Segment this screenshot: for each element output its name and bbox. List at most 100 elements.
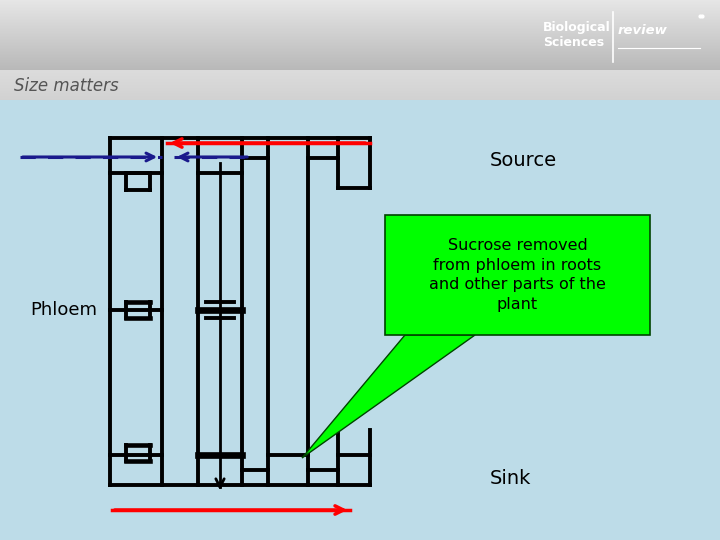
Bar bbox=[0, 12, 720, 13]
Bar bbox=[0, 7, 720, 8]
Bar bbox=[0, 44, 720, 45]
Bar bbox=[0, 9, 720, 10]
Bar bbox=[0, 64, 720, 65]
Bar bbox=[0, 37, 720, 38]
Bar bbox=[0, 61, 720, 62]
Bar bbox=[0, 49, 720, 50]
Bar bbox=[0, 93, 720, 94]
Bar bbox=[0, 24, 720, 25]
Bar bbox=[0, 8, 720, 9]
Bar bbox=[0, 89, 720, 90]
Bar bbox=[0, 98, 720, 99]
Bar bbox=[0, 30, 720, 31]
Bar bbox=[0, 6, 720, 7]
Bar bbox=[0, 58, 720, 59]
Bar bbox=[0, 91, 720, 92]
Text: review: review bbox=[618, 24, 668, 37]
Bar bbox=[0, 59, 720, 60]
Bar bbox=[0, 53, 720, 54]
Bar bbox=[0, 43, 720, 44]
Bar bbox=[0, 3, 720, 4]
Text: Source: Source bbox=[490, 151, 557, 170]
Bar bbox=[0, 14, 720, 15]
Bar bbox=[0, 50, 720, 51]
Bar bbox=[0, 36, 720, 37]
Bar bbox=[0, 82, 720, 83]
Bar bbox=[0, 70, 720, 71]
Bar bbox=[0, 27, 720, 28]
Bar bbox=[0, 55, 720, 56]
Bar bbox=[0, 57, 720, 58]
Bar bbox=[0, 63, 720, 64]
Bar bbox=[0, 94, 720, 95]
Bar bbox=[0, 33, 720, 34]
Bar bbox=[0, 66, 720, 67]
Text: Sink: Sink bbox=[490, 469, 531, 488]
Bar bbox=[0, 34, 720, 35]
Bar bbox=[0, 76, 720, 77]
Bar bbox=[0, 41, 720, 42]
Bar bbox=[0, 22, 720, 23]
Bar bbox=[0, 17, 720, 18]
Bar bbox=[0, 48, 720, 49]
Bar bbox=[0, 83, 720, 84]
Bar bbox=[0, 81, 720, 82]
Bar bbox=[0, 18, 720, 19]
Bar bbox=[0, 26, 720, 27]
Bar bbox=[0, 88, 720, 89]
Bar bbox=[0, 95, 720, 96]
Bar bbox=[0, 11, 720, 12]
Bar bbox=[0, 84, 720, 85]
Bar bbox=[0, 69, 720, 70]
Bar bbox=[0, 97, 720, 98]
Bar bbox=[0, 13, 720, 14]
Bar bbox=[0, 23, 720, 24]
Bar bbox=[0, 47, 720, 48]
Text: Size matters: Size matters bbox=[14, 77, 119, 95]
Bar bbox=[0, 42, 720, 43]
Bar bbox=[0, 71, 720, 72]
Bar bbox=[0, 74, 720, 75]
Bar bbox=[0, 75, 720, 76]
Bar bbox=[0, 52, 720, 53]
Bar bbox=[0, 1, 720, 2]
Bar bbox=[0, 29, 720, 30]
Bar bbox=[0, 31, 720, 32]
Bar bbox=[0, 62, 720, 63]
Bar bbox=[0, 96, 720, 97]
Bar bbox=[0, 10, 720, 11]
Bar bbox=[0, 16, 720, 17]
Bar bbox=[0, 68, 720, 69]
Bar bbox=[0, 78, 720, 79]
Bar bbox=[0, 20, 720, 21]
Bar bbox=[0, 2, 720, 3]
Bar bbox=[0, 92, 720, 93]
Bar bbox=[0, 45, 720, 46]
Bar bbox=[0, 38, 720, 39]
Bar bbox=[0, 79, 720, 80]
Bar bbox=[0, 77, 720, 78]
Bar bbox=[0, 25, 720, 26]
Bar bbox=[0, 72, 720, 73]
Bar bbox=[0, 73, 720, 74]
Bar bbox=[0, 86, 720, 87]
Bar bbox=[0, 32, 720, 33]
FancyBboxPatch shape bbox=[385, 215, 650, 335]
Bar bbox=[0, 56, 720, 57]
Bar bbox=[0, 65, 720, 66]
Bar bbox=[0, 4, 720, 5]
Bar bbox=[0, 85, 720, 86]
Bar bbox=[0, 100, 720, 540]
Bar bbox=[0, 80, 720, 81]
Bar bbox=[0, 35, 720, 36]
Bar bbox=[0, 28, 720, 29]
Bar bbox=[0, 67, 720, 68]
Bar bbox=[0, 99, 720, 100]
Bar bbox=[0, 21, 720, 22]
Bar bbox=[0, 87, 720, 88]
Bar bbox=[0, 5, 720, 6]
Bar bbox=[0, 46, 720, 47]
Bar bbox=[0, 19, 720, 20]
Bar bbox=[0, 40, 720, 41]
Bar bbox=[0, 15, 720, 16]
